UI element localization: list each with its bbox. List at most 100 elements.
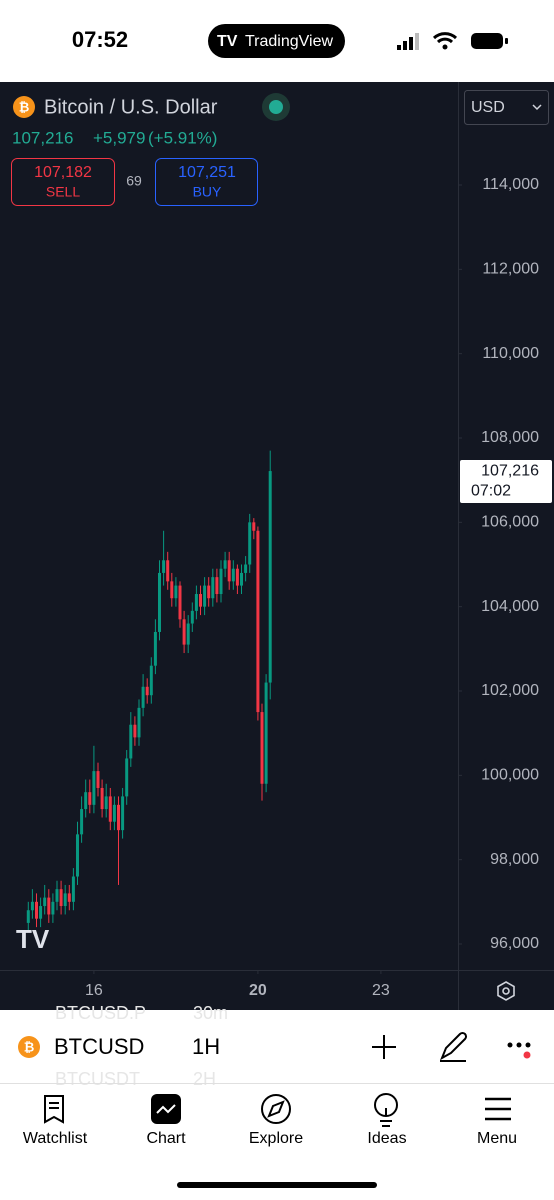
settings-icon[interactable] (497, 981, 515, 1001)
candle-body (231, 568, 235, 582)
y-tick-label: 98,000 (490, 851, 539, 868)
price-change-pct: (+5.91%) (148, 128, 217, 147)
x-tick-label: 20 (249, 982, 267, 999)
toolbar-symbol[interactable]: BTCUSD (54, 1034, 144, 1059)
candle-body (260, 712, 264, 784)
buy-button[interactable] (155, 158, 258, 206)
last-price-tag (460, 460, 552, 504)
symbol-name: Bitcoin / U.S. Dollar (44, 96, 218, 118)
nav-label[interactable]: Chart (146, 1130, 186, 1147)
nav-label[interactable]: Menu (477, 1130, 517, 1147)
candle-body (51, 901, 55, 915)
candle-body (55, 889, 59, 902)
candle-body (88, 792, 92, 805)
explore-icon[interactable] (261, 1094, 291, 1124)
candle-body (121, 796, 125, 831)
nav-label[interactable]: Watchlist (23, 1130, 88, 1147)
y-tick-label: 106,000 (481, 514, 539, 531)
wifi-icon (432, 32, 458, 44)
candle-body (194, 594, 198, 611)
candle-body (190, 610, 194, 624)
y-tick-label: 112,000 (482, 261, 539, 278)
nav-label[interactable]: Explore (249, 1130, 303, 1147)
signal-icon (397, 33, 419, 50)
y-tick-label: 110,000 (482, 345, 539, 362)
candle-body (223, 560, 227, 569)
watchlist-icon[interactable] (44, 1095, 64, 1124)
clock: 07:52 (72, 27, 128, 52)
plot (26, 450, 272, 932)
chart-icon-line (156, 1104, 176, 1114)
candle-body (162, 560, 166, 573)
candle-body (244, 564, 248, 573)
price-change: +5,979 (93, 128, 145, 147)
ghost-interval: 30m (193, 1003, 228, 1023)
candle-body (125, 758, 129, 797)
candle-body (268, 471, 272, 683)
candle-body (211, 577, 215, 599)
candle-body (149, 665, 153, 696)
candle-body (59, 889, 63, 907)
candle-body (166, 560, 170, 582)
dropdown-caret (532, 104, 542, 111)
battery-tip (505, 38, 508, 44)
candle-body (252, 522, 256, 531)
candle-body (141, 686, 145, 708)
app-name: TradingView (245, 33, 333, 50)
btc-icon-glyph: ₿ (19, 99, 30, 114)
candle-body (100, 787, 104, 810)
candle-body (92, 771, 96, 805)
candle-body (63, 893, 67, 907)
battery-icon (471, 33, 503, 49)
x-tick-label: 23 (372, 982, 390, 999)
y-tick-label: 102,000 (481, 682, 539, 699)
nav-label[interactable]: Ideas (367, 1130, 406, 1147)
candle-body (170, 581, 174, 599)
candle-body (215, 577, 219, 595)
candle-body (96, 771, 100, 788)
candle-body (43, 897, 47, 907)
sell-label: SELL (46, 184, 80, 200)
add-icon[interactable] (372, 1035, 396, 1059)
candle-body (199, 594, 203, 607)
currency: USD (471, 99, 505, 116)
x-tick-label: 16 (85, 982, 103, 999)
market-status[interactable] (269, 100, 283, 114)
candle-body (174, 585, 178, 599)
candle-body (116, 804, 120, 831)
candle-body (158, 572, 162, 632)
candle-body (133, 724, 137, 738)
last-price-label: 107,216 (481, 462, 539, 479)
candle-body (207, 585, 211, 599)
draw-icon[interactable] (440, 1031, 468, 1062)
currency-select[interactable] (464, 90, 549, 125)
wifi-dot (442, 44, 448, 50)
toolbar (0, 1010, 554, 1083)
candle-body (84, 792, 88, 810)
tv-logo: TV (217, 33, 238, 50)
candle-body (129, 724, 133, 759)
candle-body (240, 572, 244, 586)
candle-body (203, 585, 207, 607)
y-tick-label: 100,000 (481, 767, 539, 784)
candle-body (39, 906, 43, 919)
y-tick-label: 114,000 (482, 176, 539, 193)
home-indicator (177, 1182, 377, 1188)
candle-body (264, 682, 268, 784)
candle-body (137, 707, 141, 738)
y-tick-label: 108,000 (481, 429, 539, 446)
ghost-symbol: BTCUSDT (55, 1069, 140, 1089)
app-pill (208, 24, 345, 58)
candle-body (80, 809, 84, 835)
candle-body (108, 796, 112, 822)
sell-price: 107,182 (34, 164, 92, 181)
sell-button[interactable] (11, 158, 115, 206)
candle-body (112, 804, 116, 822)
candle-body (153, 631, 157, 666)
more-icon[interactable] (507, 1042, 531, 1059)
btc-icon-glyph: ₿ (24, 1039, 35, 1054)
toolbar-interval[interactable]: 1H (192, 1034, 220, 1059)
menu-icon[interactable] (485, 1097, 511, 1121)
